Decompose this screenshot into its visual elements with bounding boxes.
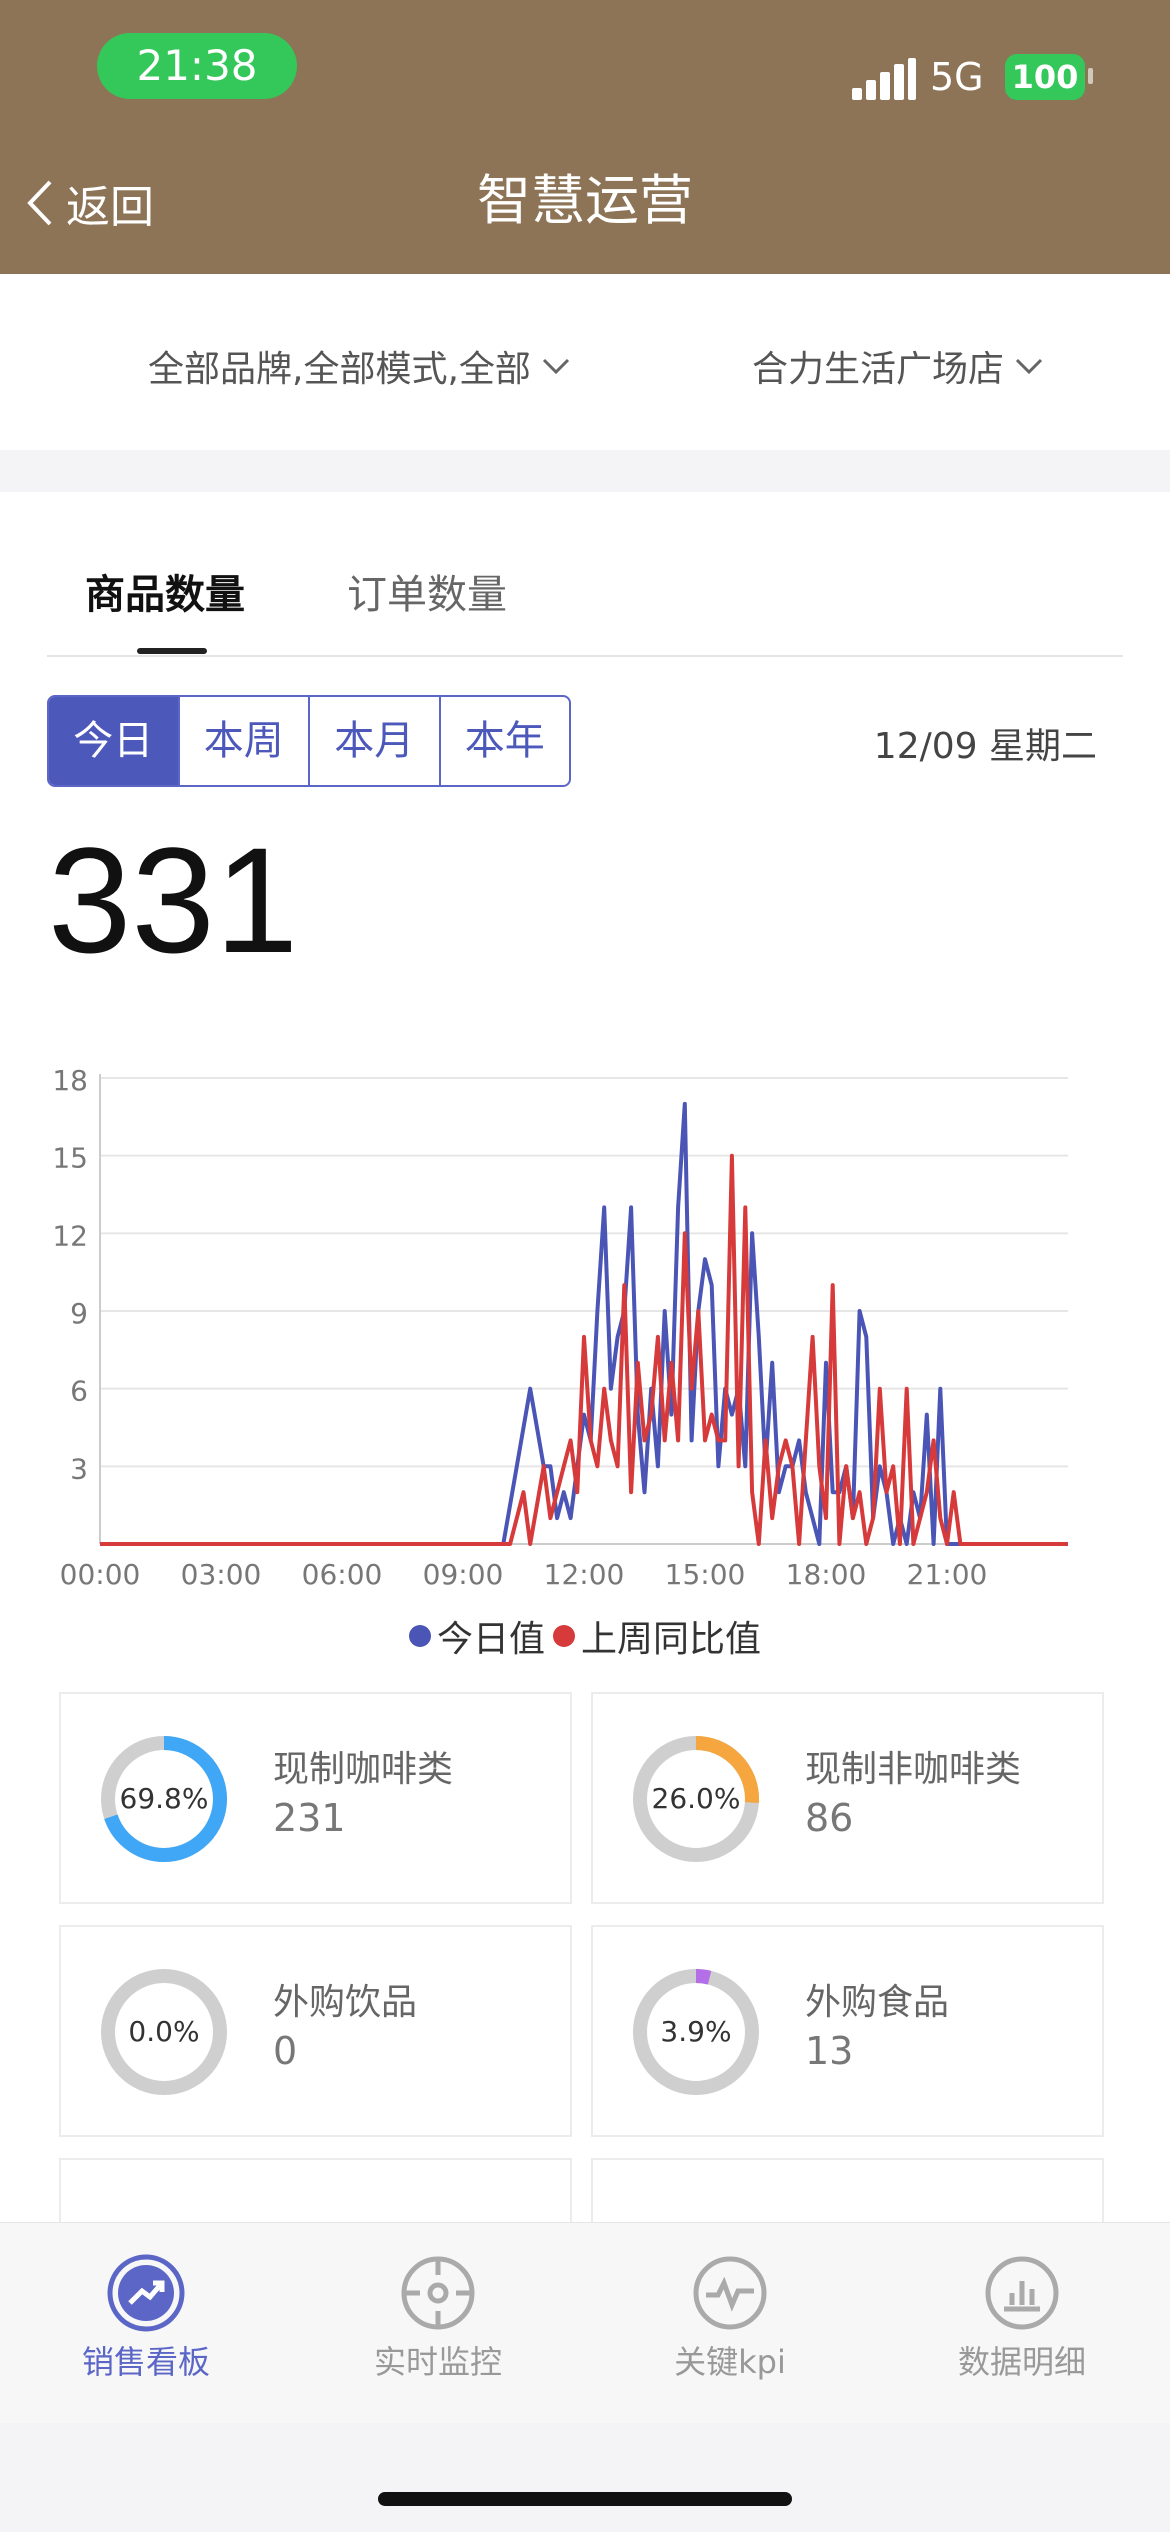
nav-data-detail[interactable]: 数据明细 bbox=[922, 2253, 1122, 2383]
period-week-button[interactable]: 本周 bbox=[177, 697, 309, 785]
y-tick-label: 3 bbox=[70, 1452, 88, 1485]
brand-mode-label: 全部品牌,全部模式,全部 bbox=[148, 349, 531, 390]
home-indicator bbox=[378, 2492, 792, 2506]
nav-key-kpi[interactable]: 关键kpi bbox=[630, 2253, 830, 2383]
store-label: 合力生活广场店 bbox=[752, 349, 1005, 390]
series-line-last-week bbox=[100, 1153, 1068, 1546]
page-title: 智慧运营 bbox=[477, 169, 693, 232]
x-tick-label: 12:00 bbox=[544, 1558, 625, 1591]
app-header: 21:38 5G 100 返回 智慧运营 bbox=[0, 0, 1170, 274]
nav-sales-board[interactable]: 销售看板 bbox=[46, 2253, 246, 2383]
category-name: 外购饮品 bbox=[273, 1982, 418, 2023]
period-today-button[interactable]: 今日 bbox=[49, 697, 178, 785]
tab-order-count[interactable]: 订单数量 bbox=[347, 572, 507, 618]
bottom-nav: 销售看板 实时监控 关键kpi 数据明细 bbox=[0, 2222, 1170, 2423]
tab-active-indicator bbox=[137, 648, 207, 654]
date-label: 12/09 星期二 bbox=[873, 726, 1097, 767]
x-tick-label: 18:00 bbox=[786, 1558, 867, 1591]
category-card-partial[interactable] bbox=[591, 2158, 1104, 2222]
y-tick-label: 15 bbox=[52, 1142, 88, 1175]
legend-item-today[interactable]: 今日值 bbox=[408, 1610, 545, 1662]
trend-up-icon bbox=[107, 2254, 185, 2332]
donut-ring bbox=[633, 1736, 759, 1862]
x-tick-label: 00:00 bbox=[60, 1558, 141, 1591]
network-label: 5G bbox=[930, 55, 984, 99]
total-value: 331 bbox=[48, 816, 299, 984]
legend-label: 今日值 bbox=[436, 1619, 545, 1660]
bar-chart-icon bbox=[985, 2256, 1059, 2330]
y-tick-label: 18 bbox=[52, 1064, 88, 1097]
y-tick-label: 6 bbox=[70, 1375, 88, 1408]
nav-label: 销售看板 bbox=[81, 2343, 210, 2381]
donut-ring bbox=[101, 1969, 227, 2095]
nav-label: 关键kpi bbox=[674, 2343, 786, 2381]
category-card[interactable]: 26.0% 现制非咖啡类 86 bbox=[591, 1692, 1104, 1904]
back-label: 返回 bbox=[66, 182, 154, 233]
category-card[interactable]: 0.0% 外购饮品 0 bbox=[59, 1925, 572, 2137]
pulse-icon bbox=[693, 2256, 767, 2330]
nav-label: 数据明细 bbox=[957, 2343, 1086, 2381]
signal-icon bbox=[852, 58, 918, 100]
category-value: 13 bbox=[805, 2029, 854, 2073]
x-tick-label: 15:00 bbox=[665, 1558, 746, 1591]
category-name: 外购食品 bbox=[805, 1982, 950, 2023]
tab-goods-count[interactable]: 商品数量 bbox=[85, 572, 245, 618]
x-tick-label: 09:00 bbox=[423, 1558, 504, 1591]
battery-icon: 100 bbox=[1005, 54, 1085, 100]
category-percent: 0.0% bbox=[128, 2015, 200, 2048]
period-selector: 今日 本周 本月 本年 bbox=[47, 695, 571, 787]
chart-legend: 今日值 上周同比值 bbox=[0, 1610, 1170, 1662]
category-percent: 69.8% bbox=[119, 1782, 209, 1815]
legend-label: 上周同比值 bbox=[581, 1619, 762, 1660]
category-card[interactable]: 69.8% 现制咖啡类 231 bbox=[59, 1692, 572, 1904]
category-value: 86 bbox=[805, 1796, 854, 1840]
nav-label: 实时监控 bbox=[373, 2343, 502, 2381]
brand-mode-filter[interactable]: 全部品牌,全部模式,全部 bbox=[148, 340, 571, 392]
store-filter[interactable]: 合力生活广场店 bbox=[752, 340, 1044, 392]
status-time: 21:38 bbox=[97, 33, 297, 99]
back-button[interactable]: 返回 bbox=[24, 168, 154, 238]
stats-card: 商品数量 订单数量 今日 本周 本月 本年 12/09 星期二 331 3 6 9 1… bbox=[0, 492, 1170, 2222]
x-tick-label: 06:00 bbox=[302, 1558, 383, 1591]
legend-item-last-week[interactable]: 上周同比值 bbox=[553, 1610, 761, 1662]
donut-fill bbox=[101, 1736, 227, 1862]
period-year-button[interactable]: 本年 bbox=[438, 697, 570, 785]
donut-fill bbox=[633, 1969, 759, 2095]
nav-realtime-monitor[interactable]: 实时监控 bbox=[338, 2253, 538, 2383]
category-percent: 3.9% bbox=[660, 2015, 732, 2048]
x-tick-label: 03:00 bbox=[181, 1558, 262, 1591]
target-icon bbox=[401, 2256, 475, 2330]
category-percent: 26.0% bbox=[651, 1782, 741, 1815]
chevron-left-icon bbox=[27, 180, 52, 226]
filter-bar: 全部品牌,全部模式,全部 合力生活广场店 bbox=[0, 274, 1170, 450]
x-tick-label: 21:00 bbox=[907, 1558, 988, 1591]
legend-dot bbox=[408, 1625, 431, 1647]
donut-track bbox=[101, 1969, 227, 2095]
tab-divider bbox=[47, 655, 1123, 657]
category-name: 现制非咖啡类 bbox=[805, 1749, 1022, 1790]
category-value: 0 bbox=[273, 2029, 298, 2073]
donut-ring bbox=[633, 1969, 759, 2095]
category-value: 231 bbox=[273, 1796, 346, 1840]
donut-ring bbox=[101, 1736, 227, 1862]
donut-fill bbox=[633, 1736, 759, 1862]
y-tick-label: 9 bbox=[70, 1297, 88, 1330]
y-tick-label: 12 bbox=[52, 1219, 88, 1252]
category-card[interactable]: 3.9% 外购食品 13 bbox=[591, 1925, 1104, 2137]
legend-dot bbox=[553, 1625, 575, 1647]
chevron-down-icon bbox=[1015, 358, 1043, 375]
battery-cap bbox=[1088, 68, 1093, 84]
category-name: 现制咖啡类 bbox=[273, 1749, 454, 1790]
chevron-down-icon bbox=[542, 358, 569, 375]
line-chart: 3 6 9 12 15 18 00:00 03:00 06:00 09:00 12:00 15:00 1… bbox=[52, 1064, 1068, 1591]
period-month-button[interactable]: 本月 bbox=[308, 697, 439, 785]
series-line-today bbox=[100, 1101, 1068, 1546]
category-card-partial[interactable] bbox=[59, 2158, 572, 2222]
